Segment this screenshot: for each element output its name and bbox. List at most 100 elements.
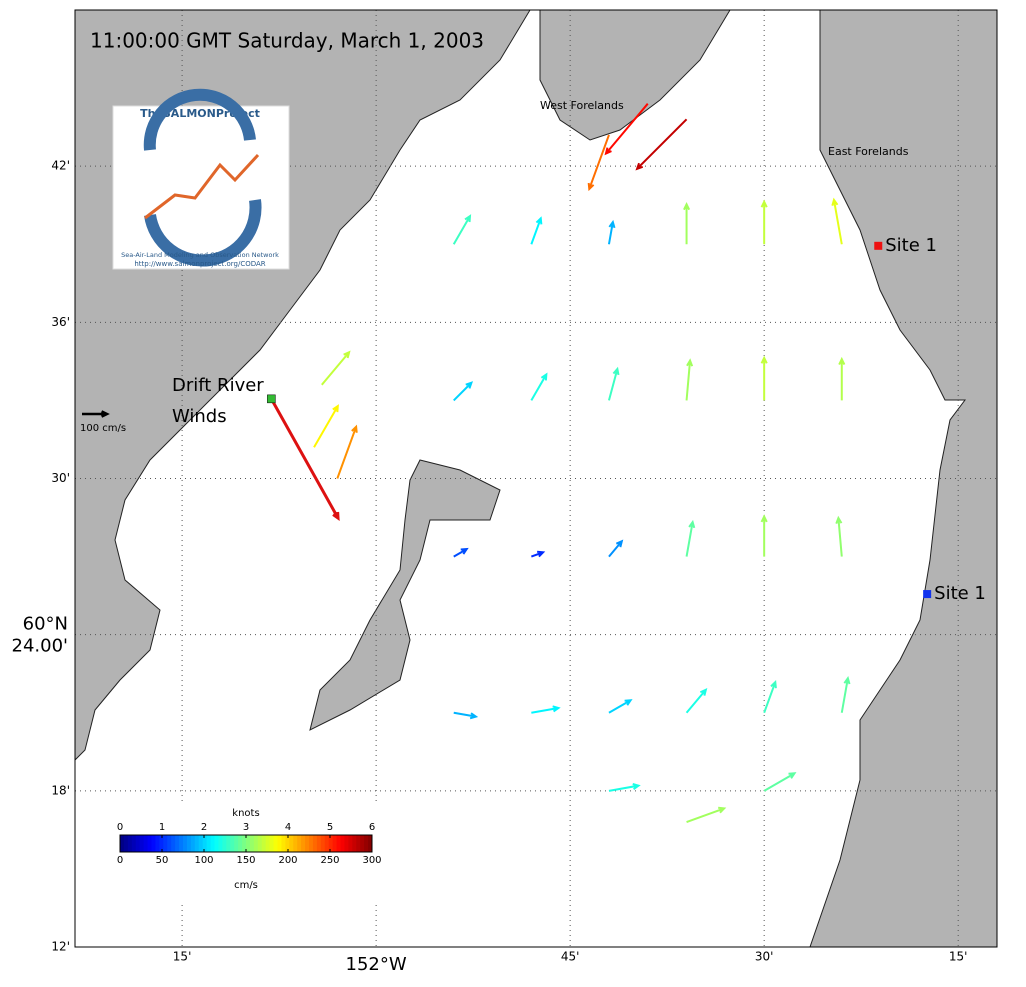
- sites: Site 1 Site 1 Drift River Winds: [172, 235, 986, 604]
- colorbar-cell: [309, 835, 314, 852]
- y-tick-label: 30': [51, 471, 70, 485]
- colorbar-cell: [131, 835, 137, 852]
- current-vector: [531, 705, 561, 714]
- colorbar-cell: [273, 835, 278, 852]
- current-vector: [683, 201, 691, 245]
- logo-arc: [144, 199, 262, 267]
- colorbar-cell: [202, 835, 208, 852]
- colorbar-cell: [155, 835, 160, 852]
- colorbar-cell: [194, 835, 200, 852]
- current-vector: [604, 103, 649, 156]
- colorbar-cell: [257, 835, 263, 852]
- colorbar-cell: [253, 835, 259, 852]
- wind-arrow: [270, 398, 340, 522]
- current-vector: [608, 699, 633, 714]
- current-vector: [607, 366, 620, 401]
- current-vector: [838, 356, 846, 401]
- logo-arc: [143, 88, 256, 151]
- colorbar-tick-label: 250: [320, 855, 339, 866]
- current-vector: [530, 372, 548, 401]
- current-vector: [587, 134, 610, 192]
- colorbar-cell: [312, 835, 318, 852]
- current-vector: [763, 772, 797, 792]
- y-tick-label: 18': [51, 783, 70, 797]
- colorbar-cell: [175, 835, 180, 852]
- colorbar-cell: [210, 835, 215, 852]
- y-tick-label: 12': [51, 940, 70, 954]
- current-vector: [608, 783, 641, 792]
- colorbar-cell: [238, 835, 243, 852]
- colorbar-cell: [214, 835, 219, 852]
- colorbar-cell: [167, 835, 172, 852]
- colorbar-cell: [281, 835, 286, 852]
- colorbar-cell: [336, 835, 341, 852]
- current-vector: [608, 539, 624, 558]
- colorbar-cell: [143, 835, 149, 852]
- colorbar-tick-label: 2: [201, 822, 207, 833]
- current-vector: [530, 216, 543, 245]
- colorbar-cell: [206, 835, 212, 852]
- colorbar-cell: [293, 835, 298, 852]
- colorbar-cell: [171, 835, 176, 852]
- current-vector: [831, 197, 843, 245]
- current-vector: [313, 404, 339, 448]
- x-tick-label: 30': [755, 950, 774, 964]
- east-coast: [809, 9, 998, 948]
- current-vector: [453, 711, 479, 720]
- colorbar-cell: [265, 835, 271, 852]
- colorbar-cell: [151, 835, 156, 852]
- colorbar-cell: [123, 835, 129, 852]
- colorbar-cell: [242, 835, 247, 852]
- current-vector: [452, 214, 472, 245]
- current-vector: [686, 806, 727, 824]
- colorbar-tick-label: 0: [117, 822, 123, 833]
- x-tick-label: 15': [173, 950, 192, 964]
- colorbar-cell: [320, 835, 326, 852]
- map-title: 11:00:00 GMT Saturday, March 1, 2003: [90, 29, 484, 53]
- colorbar-cell: [135, 835, 141, 852]
- colorbar-tick-label: 1: [159, 822, 165, 833]
- site-marker: [923, 590, 932, 599]
- colorbar-cell: [234, 835, 239, 852]
- colorbar-cell: [147, 835, 152, 852]
- current-vector: [840, 676, 851, 713]
- site-label: Site 1: [885, 235, 937, 256]
- colorbar-cell: [340, 835, 345, 852]
- colorbar-cell: [332, 835, 338, 852]
- x-tick-label: 45': [561, 950, 580, 964]
- colorbar-cell: [316, 835, 322, 852]
- colorbar-cell: [364, 835, 369, 852]
- colorbar-cell: [120, 835, 125, 852]
- current-vector: [760, 199, 768, 245]
- colorbar-cell: [198, 835, 204, 852]
- colorbar-tick-label: 5: [327, 822, 333, 833]
- colorbar-tick-label: 300: [362, 855, 381, 866]
- colorbar-cell: [285, 835, 290, 852]
- y-tick-label: 60°N 24.00': [12, 614, 68, 657]
- colorbar-cell: [230, 835, 235, 852]
- current-vector: [760, 514, 768, 557]
- colorbar-cell: [324, 835, 330, 852]
- current-vector: [531, 550, 546, 558]
- peninsula: [309, 459, 501, 731]
- colorbar-cell: [163, 835, 168, 852]
- current-vector: [763, 680, 777, 714]
- current-vector: [635, 118, 688, 171]
- colorbar-cell: [269, 835, 275, 852]
- current-vector: [336, 424, 358, 479]
- logo-line: [144, 153, 260, 220]
- colorbar-cell: [183, 835, 188, 852]
- west-forelands: [539, 9, 731, 141]
- colorbar-tick-label: 4: [285, 822, 291, 833]
- current-vector: [685, 358, 694, 401]
- site-marker: [874, 241, 883, 250]
- current-vector: [835, 515, 843, 557]
- colorbar-tick-label: 0: [117, 855, 123, 866]
- logo-subtitle: Sea-Air-Land Modeling and Observation Ne…: [121, 251, 279, 259]
- place-label: East Forelands: [828, 145, 909, 158]
- x-tick-label: 15': [949, 950, 968, 964]
- colorbar-label: cm/s: [234, 880, 258, 891]
- current-vector: [685, 519, 696, 557]
- place-label: West Forelands: [540, 99, 624, 112]
